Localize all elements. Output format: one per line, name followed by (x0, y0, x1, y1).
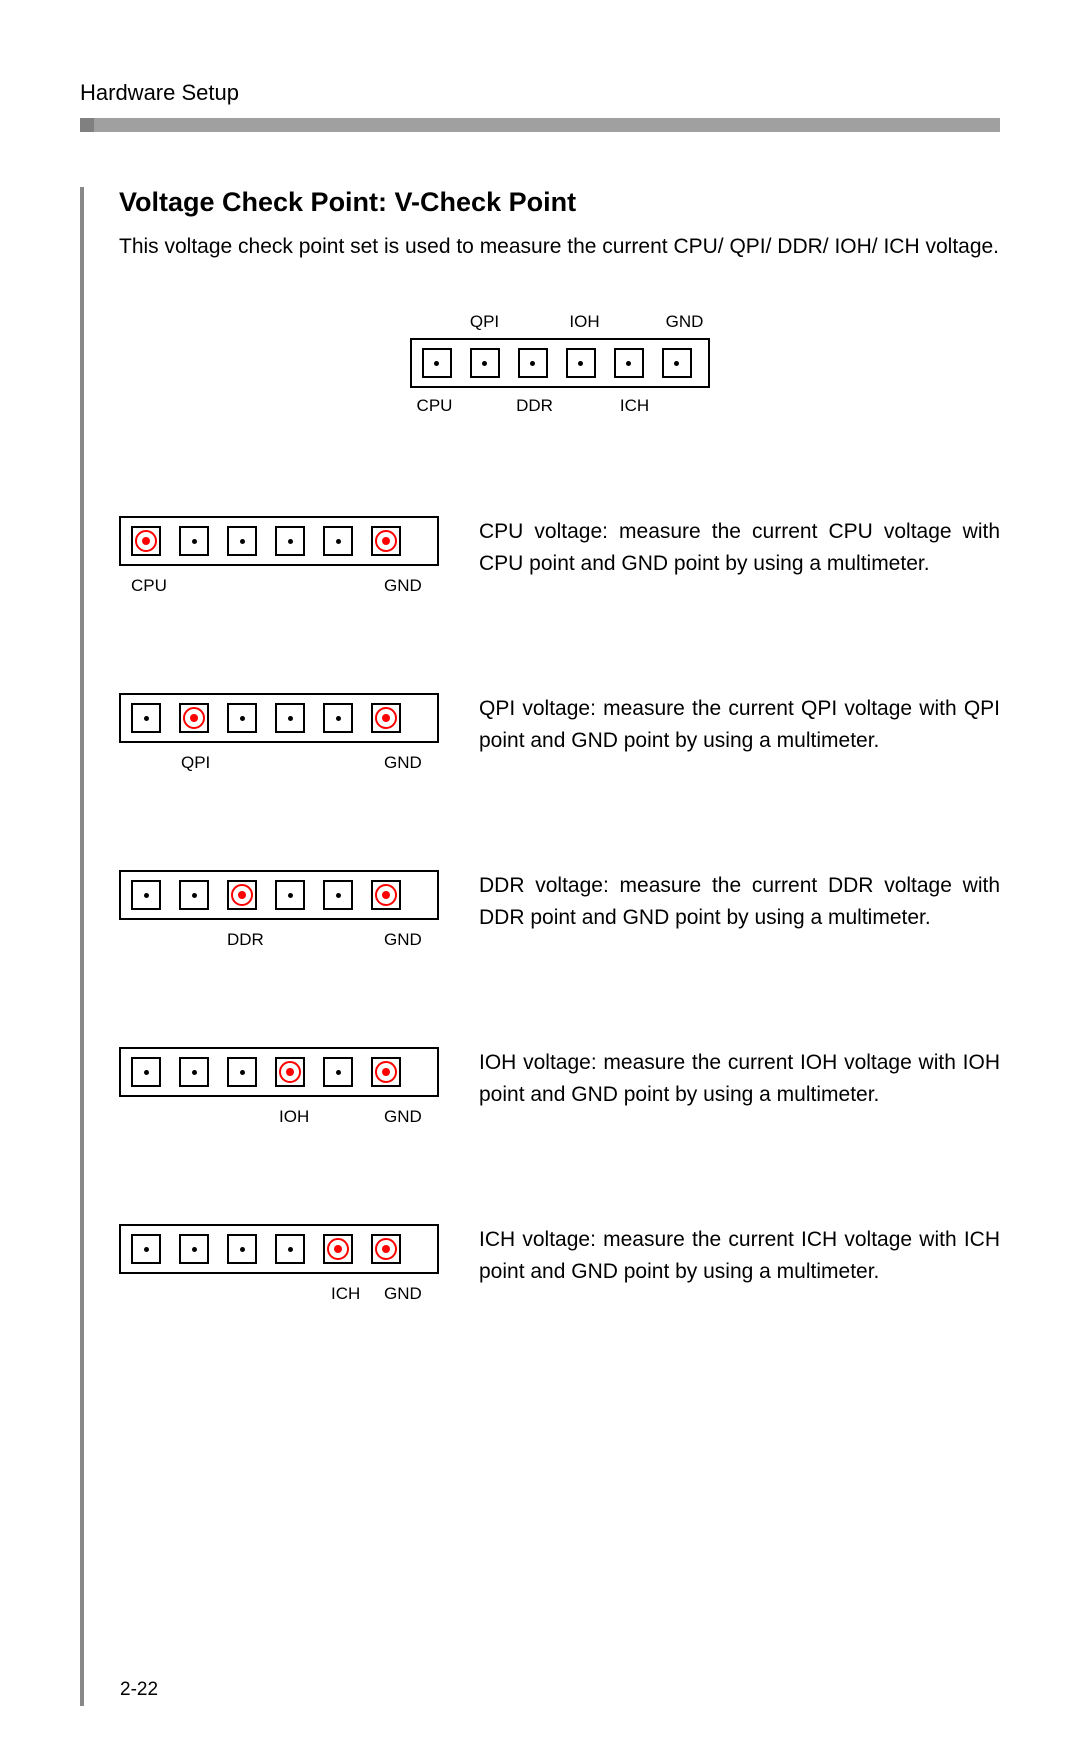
voltage-pin (179, 1057, 209, 1087)
ov-pin (422, 348, 452, 378)
voltage-label-b: GND (384, 930, 422, 950)
voltage-pin (275, 880, 305, 910)
voltage-pin (275, 1057, 305, 1087)
voltage-diagram: IOH GND (119, 1047, 439, 1129)
voltage-pin (371, 1234, 401, 1264)
ov-pin (614, 348, 644, 378)
voltage-pin (227, 1057, 257, 1087)
ov-bot-1 (460, 396, 510, 416)
voltage-pin (131, 1057, 161, 1087)
ov-top-0 (410, 312, 460, 332)
page-number: 2-22 (120, 1679, 158, 1701)
voltage-pin-strip (119, 870, 439, 920)
voltage-pin (131, 1234, 161, 1264)
header-rule (80, 118, 1000, 132)
ov-bot-2: DDR (510, 396, 560, 416)
voltage-pin (323, 1234, 353, 1264)
page-content: Voltage Check Point: V-Check Point This … (80, 187, 1000, 1706)
voltage-label-b: GND (384, 1107, 422, 1127)
ov-pin (662, 348, 692, 378)
ov-bot-0: CPU (410, 396, 460, 416)
voltage-pin (371, 880, 401, 910)
voltage-pin (131, 703, 161, 733)
voltage-description: IOH voltage: measure the current IOH vol… (479, 1047, 1000, 1110)
overview-pin-strip (410, 338, 710, 388)
voltage-pin (179, 526, 209, 556)
ov-pin (518, 348, 548, 378)
voltage-diagram: ICH GND (119, 1224, 439, 1306)
voltage-row: QPI GND QPI voltage: measure the current Q… (119, 693, 1000, 775)
voltage-label-a: QPI (181, 753, 210, 773)
voltage-label-b: GND (384, 1284, 422, 1304)
voltage-pin (323, 703, 353, 733)
voltage-diagram-labels: DDR GND (119, 930, 439, 952)
overview-labels-top: QPI IOH GND (410, 312, 710, 332)
header-title: Hardware Setup (80, 80, 1000, 106)
overview-labels-bottom: CPU DDR ICH (410, 396, 710, 416)
ov-bot-4: ICH (610, 396, 660, 416)
ov-bot-5 (660, 396, 710, 416)
voltage-pin (227, 1234, 257, 1264)
voltage-pin (275, 526, 305, 556)
ov-top-1: QPI (460, 312, 510, 332)
voltage-pin (179, 1234, 209, 1264)
voltage-pin (371, 703, 401, 733)
voltage-diagram: QPI GND (119, 693, 439, 775)
voltage-pin (227, 703, 257, 733)
voltage-row: DDR GND DDR voltage: measure the current D… (119, 870, 1000, 952)
ov-top-2 (510, 312, 560, 332)
voltage-row: CPU GND CPU voltage: measure the current C… (119, 516, 1000, 598)
voltage-pin (371, 1057, 401, 1087)
section-intro: This voltage check point set is used to … (119, 232, 1000, 262)
voltage-label-a: DDR (227, 930, 264, 950)
voltage-description: CPU voltage: measure the current CPU vol… (479, 516, 1000, 579)
ov-pin (566, 348, 596, 378)
overview-diagram: QPI IOH GND CPU DDR (119, 312, 1000, 416)
voltage-pin-strip (119, 1224, 439, 1274)
voltage-pin (131, 526, 161, 556)
voltage-pin (323, 526, 353, 556)
voltage-pin (275, 1234, 305, 1264)
voltage-pin (179, 880, 209, 910)
voltage-diagram-labels: IOH GND (119, 1107, 439, 1129)
ov-top-3: IOH (560, 312, 610, 332)
voltage-label-a: ICH (331, 1284, 360, 1304)
voltage-diagram-labels: ICH GND (119, 1284, 439, 1306)
voltage-row: IOH GND IOH voltage: measure the current I… (119, 1047, 1000, 1129)
voltage-pin (371, 526, 401, 556)
voltage-description: QPI voltage: measure the current QPI vol… (479, 693, 1000, 756)
voltage-label-a: CPU (131, 576, 167, 596)
section-title: Voltage Check Point: V-Check Point (119, 187, 1000, 218)
voltage-description: DDR voltage: measure the current DDR vol… (479, 870, 1000, 933)
ov-top-5: GND (660, 312, 710, 332)
voltage-pin (323, 1057, 353, 1087)
voltage-pin (323, 880, 353, 910)
voltage-pin (227, 526, 257, 556)
voltage-diagram: DDR GND (119, 870, 439, 952)
voltage-pin-strip (119, 516, 439, 566)
voltage-rows: CPU GND CPU voltage: measure the current C… (119, 516, 1000, 1306)
ov-top-4 (610, 312, 660, 332)
ov-bot-3 (560, 396, 610, 416)
voltage-label-b: GND (384, 576, 422, 596)
voltage-pin (275, 703, 305, 733)
voltage-diagram-labels: CPU GND (119, 576, 439, 598)
voltage-label-a: IOH (279, 1107, 309, 1127)
voltage-pin (227, 880, 257, 910)
voltage-pin-strip (119, 693, 439, 743)
page: Hardware Setup Voltage Check Point: V-Ch… (0, 0, 1080, 1756)
voltage-description: ICH voltage: measure the current ICH vol… (479, 1224, 1000, 1287)
voltage-row: ICH GND ICH voltage: measure the current I… (119, 1224, 1000, 1306)
voltage-pin-strip (119, 1047, 439, 1097)
voltage-diagram-labels: QPI GND (119, 753, 439, 775)
voltage-pin (179, 703, 209, 733)
voltage-diagram: CPU GND (119, 516, 439, 598)
voltage-pin (131, 880, 161, 910)
ov-pin (470, 348, 500, 378)
voltage-label-b: GND (384, 753, 422, 773)
